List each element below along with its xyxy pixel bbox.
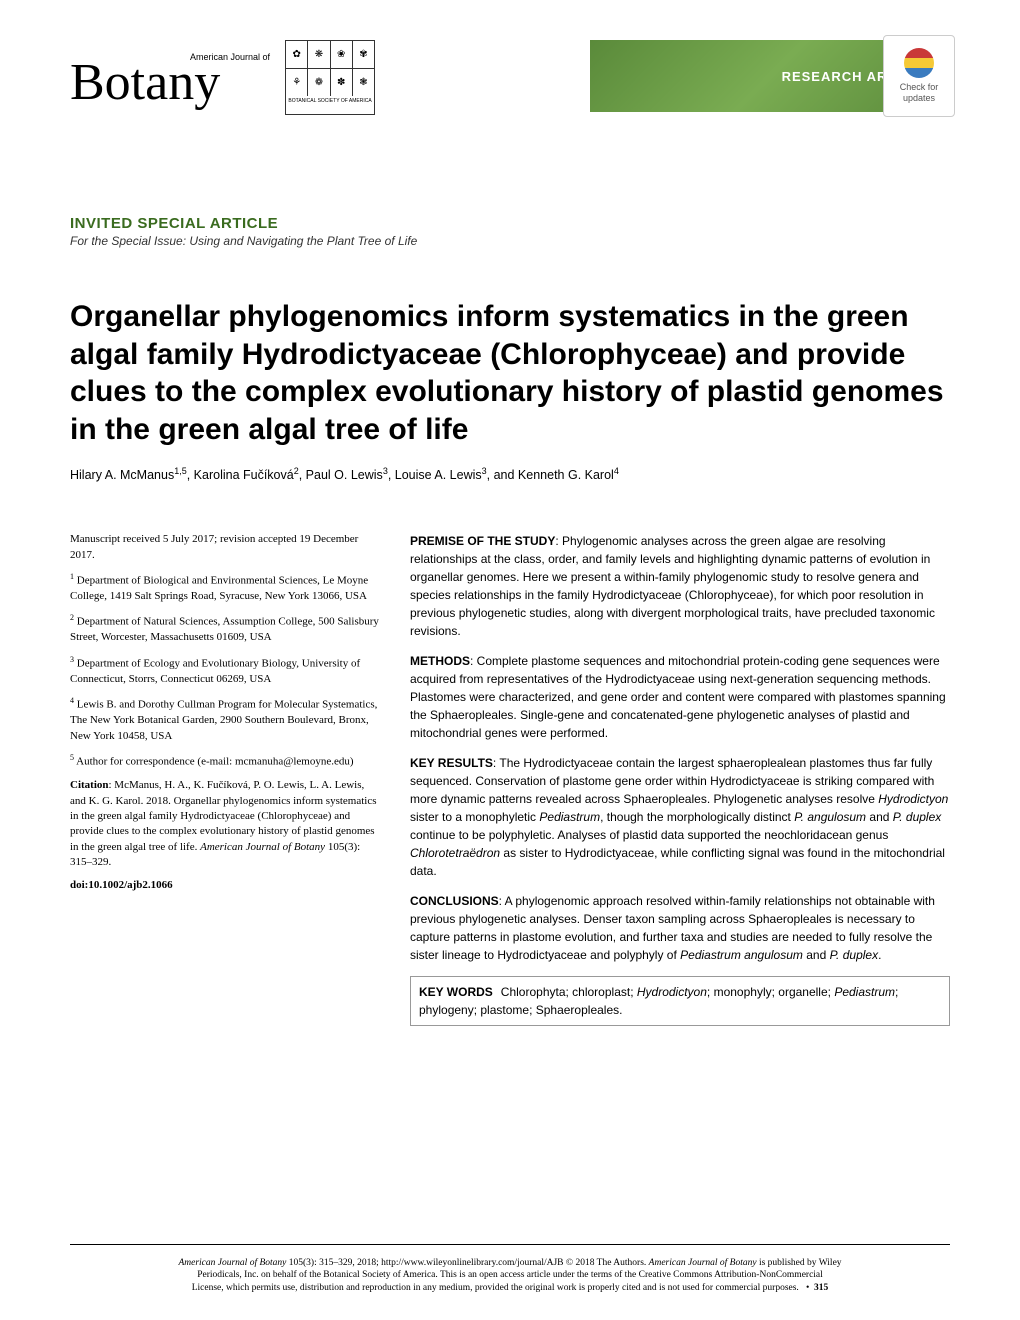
citation: Citation: McManus, H. A., K. Fučíková, P… [70, 778, 380, 870]
bsa-logo: ✿❋❀✾ ⚘❁✽❃ BOTANICAL SOCIETY OF AMERICA [285, 40, 375, 115]
footer-divider [70, 1244, 950, 1245]
doi: doi:10.1002/ajb2.1066 [70, 878, 380, 893]
affiliation-1: 1 Department of Biological and Environme… [70, 571, 380, 604]
header-row: American Journal of Botany ✿❋❀✾ ⚘❁✽❃ BOT… [70, 40, 950, 115]
invited-section: INVITED SPECIAL ARTICLE For the Special … [70, 215, 950, 248]
abstract-methods: METHODS: Complete plastome sequences and… [410, 652, 950, 742]
conclusions-label: CONCLUSIONS [410, 894, 499, 908]
affiliation-3: 3 Department of Ecology and Evolutionary… [70, 654, 380, 687]
bsa-text: BOTANICAL SOCIETY OF AMERICA [286, 96, 374, 106]
check-updates-button[interactable]: Check for updates [883, 35, 955, 117]
methods-label: METHODS [410, 654, 470, 668]
keywords-box: KEY WORDSChlorophyta; chloroplast; Hydro… [410, 976, 950, 1026]
logo-section: American Journal of Botany ✿❋❀✾ ⚘❁✽❃ BOT… [70, 40, 375, 115]
manuscript-received: Manuscript received 5 July 2017; revisio… [70, 532, 380, 563]
crossmark-icon [904, 48, 934, 78]
citation-journal: American Journal of Botany [200, 841, 325, 853]
affiliation-4: 4 Lewis B. and Dorothy Cullman Program f… [70, 695, 380, 744]
research-article-badge: RESEARCH ARTICLE Check for updates [590, 40, 950, 112]
abstract-conclusions: CONCLUSIONS: A phylogenomic approach res… [410, 892, 950, 964]
invited-subtitle: For the Special Issue: Using and Navigat… [70, 234, 950, 248]
authors-line: Hilary A. McManus1,5, Karolina Fučíková2… [70, 466, 950, 482]
abstract-premise: PREMISE OF THE STUDY: Phylogenomic analy… [410, 532, 950, 640]
journal-main-text: Botany [70, 62, 270, 104]
affiliation-2: 2 Department of Natural Sciences, Assump… [70, 612, 380, 645]
check-updates-text: Check for updates [889, 82, 949, 104]
results-label: KEY RESULTS [410, 756, 493, 770]
journal-logo: American Journal of Botany [70, 52, 270, 104]
left-column: Manuscript received 5 July 2017; revisio… [70, 532, 380, 1026]
affiliation-5: 5 Author for correspondence (e-mail: mcm… [70, 752, 380, 770]
footer: American Journal of Botany 105(3): 315–3… [70, 1257, 950, 1295]
methods-text: : Complete plastome sequences and mitoch… [410, 654, 946, 740]
page-number: 315 [814, 1283, 828, 1293]
bsa-icons: ✿❋❀✾ ⚘❁✽❃ [286, 41, 374, 96]
premise-text: : Phylogenomic analyses across the green… [410, 534, 935, 638]
citation-label: Citation [70, 779, 109, 791]
article-title: Organellar phylogenomics inform systemat… [70, 298, 950, 448]
keywords-label: KEY WORDS [419, 985, 493, 999]
content-columns: Manuscript received 5 July 2017; revisio… [70, 532, 950, 1026]
right-column: PREMISE OF THE STUDY: Phylogenomic analy… [410, 532, 950, 1026]
abstract-results: KEY RESULTS: The Hydrodictyaceae contain… [410, 754, 950, 880]
invited-title: INVITED SPECIAL ARTICLE [70, 215, 950, 232]
premise-label: PREMISE OF THE STUDY [410, 534, 555, 548]
